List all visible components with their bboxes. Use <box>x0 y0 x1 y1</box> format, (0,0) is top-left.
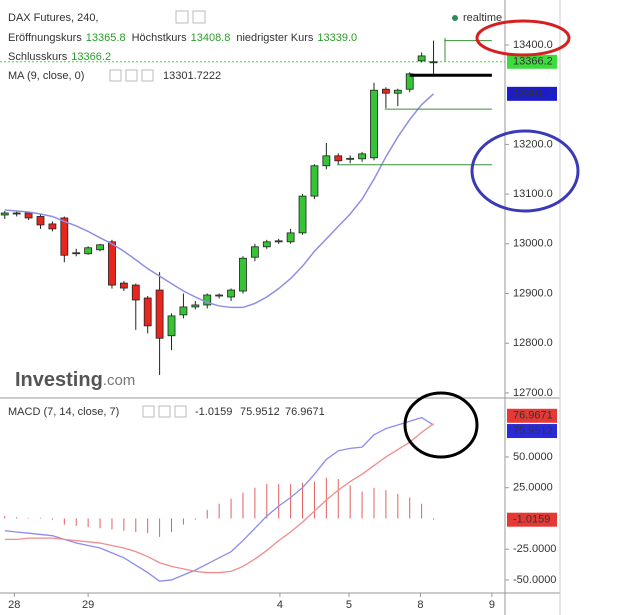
candle-body <box>96 244 104 251</box>
macd-line <box>4 423 434 574</box>
y-tick-label: 12800.0 <box>513 337 553 349</box>
eye-icon[interactable] <box>109 69 122 82</box>
candle-body <box>429 61 438 64</box>
candle-body <box>250 246 259 258</box>
ma-legend: MA (9, close, 0) <box>8 70 84 82</box>
candle-body <box>191 304 200 308</box>
ma-line <box>4 93 435 309</box>
candle-body <box>60 217 69 256</box>
settings-icon[interactable] <box>125 69 138 82</box>
candle-body <box>381 88 390 94</box>
macd-legend-value: 75.9512 <box>240 406 280 418</box>
candle-body <box>36 216 45 226</box>
candle-body <box>274 240 283 243</box>
price-tag <box>507 54 557 69</box>
watermark-brand: Investing <box>15 369 103 391</box>
candle-body <box>227 289 235 298</box>
x-tick-label: 29 <box>82 599 94 611</box>
candle-body <box>286 232 295 243</box>
legend-row: Eröffnungskurs 13365.8 Höchstkurs 13408.8 ni… <box>8 32 357 44</box>
realtime-dot <box>452 15 458 21</box>
close-icon[interactable] <box>192 10 206 24</box>
y-tick-label: 50.0000 <box>513 451 553 463</box>
candle-body <box>298 195 307 234</box>
candle-body <box>119 282 128 289</box>
x-tick-label: 4 <box>277 599 283 611</box>
watermark-suffix: .com <box>103 372 136 389</box>
y-tick-label: -25.0000 <box>513 543 556 555</box>
candle-body <box>0 212 9 216</box>
status-label: realtime <box>463 12 502 24</box>
candle-body <box>72 252 81 255</box>
y-tick-label: 12700.0 <box>513 387 553 399</box>
macd-legend-value: -1.0159 <box>195 406 232 418</box>
stat-label: niedrigster Kurs <box>236 32 314 44</box>
x-tick-label: 5 <box>346 599 352 611</box>
candle-body <box>12 212 21 215</box>
x-tick-label: 28 <box>8 599 20 611</box>
candle-body <box>370 89 378 159</box>
stat-value: 13365.8 <box>86 32 126 44</box>
candle-body <box>346 157 355 160</box>
eye-icon[interactable] <box>142 405 155 418</box>
candle-body <box>48 223 57 230</box>
value-tag <box>507 424 557 439</box>
candle-body <box>179 306 188 316</box>
macd-legend: MACD (7, 14, close, 7) <box>8 406 119 418</box>
candle-body <box>262 241 271 248</box>
candle-body <box>167 315 176 337</box>
y-tick-label: 13400.0 <box>513 39 553 51</box>
legend-row: Schlusskurs 13366.2 <box>8 51 111 63</box>
x-tick-label: 9 <box>489 599 495 611</box>
watermark: Investing.com <box>15 369 135 391</box>
value-tag-label: -1.0159 <box>513 514 550 526</box>
stat-value: 13339.0 <box>317 32 357 44</box>
close-icon[interactable] <box>174 405 187 418</box>
candle-body <box>108 241 116 286</box>
candle-body <box>393 89 402 94</box>
value-tag-label: 76.9671 <box>513 410 553 422</box>
price-tag-label: 13301.7 <box>513 88 553 100</box>
stat-label: Höchstkurs <box>132 32 188 44</box>
macd-line <box>4 416 434 582</box>
candle-body <box>334 155 343 162</box>
candle-body <box>143 297 152 327</box>
stat-label: Eröffnungskurs <box>8 32 82 44</box>
y-tick-label: 13100.0 <box>513 188 553 200</box>
chart-title: DAX Futures, 240, <box>8 12 99 24</box>
y-tick-label: 12900.0 <box>513 287 553 299</box>
y-tick-label: 13200.0 <box>513 138 553 150</box>
macd-legend-value: 76.9671 <box>285 406 325 418</box>
candle-body <box>84 247 93 255</box>
y-tick-label: 13000.0 <box>513 238 553 250</box>
candle-body <box>310 165 319 197</box>
candle-body <box>239 257 247 292</box>
y-tick-label: -50.0000 <box>513 574 556 586</box>
candle-body <box>155 289 164 339</box>
x-tick-label: 8 <box>417 599 423 611</box>
settings-icon[interactable] <box>158 405 171 418</box>
value-tag <box>507 408 557 423</box>
close-icon[interactable] <box>141 69 154 82</box>
candle-body <box>203 294 212 306</box>
candle-body <box>24 212 33 219</box>
price-tag <box>507 86 557 101</box>
stat-value: 13408.8 <box>191 32 231 44</box>
settings-icon[interactable] <box>175 10 189 24</box>
value-tag-label: 75.9512 <box>513 425 553 437</box>
candle-body <box>358 153 366 160</box>
candle-body <box>322 155 331 167</box>
y-tick-label: 25.0000 <box>513 482 553 494</box>
price-tag-label: 13366.2 <box>513 56 553 68</box>
candle-body <box>131 284 140 301</box>
value-tag <box>507 512 557 527</box>
close-label: Schlusskurs <box>8 51 68 63</box>
candle-body <box>215 294 224 297</box>
close-value: 13366.2 <box>71 51 111 63</box>
ma-value: 13301.7222 <box>163 70 221 82</box>
candle-body <box>417 55 426 62</box>
